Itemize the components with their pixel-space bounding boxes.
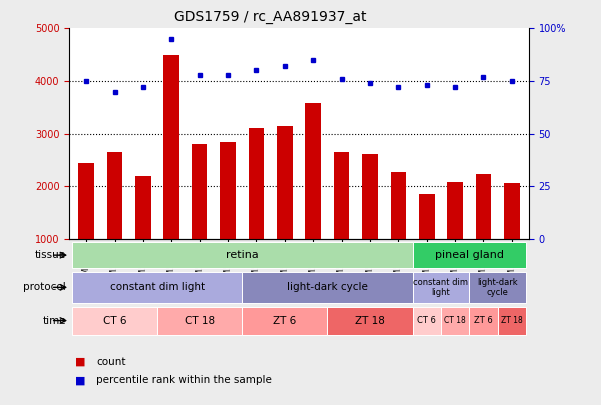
Bar [419, 194, 435, 239]
Text: ZT 18: ZT 18 [355, 315, 385, 326]
Bar [328, 307, 412, 335]
Text: count: count [96, 357, 126, 367]
Bar [135, 176, 151, 239]
Text: percentile rank within the sample: percentile rank within the sample [96, 375, 272, 385]
Text: CT 18: CT 18 [444, 316, 466, 325]
Bar [220, 141, 236, 239]
Bar [412, 271, 469, 303]
Bar [242, 271, 412, 303]
Text: ZT 18: ZT 18 [501, 316, 523, 325]
Bar [249, 128, 264, 239]
Text: CT 6: CT 6 [103, 315, 126, 326]
Text: tissue: tissue [35, 250, 66, 260]
Bar [192, 144, 207, 239]
Text: light-dark
cycle: light-dark cycle [477, 278, 518, 297]
Bar [157, 307, 242, 335]
Text: protocol: protocol [23, 282, 66, 292]
Bar [504, 183, 520, 239]
Text: time: time [43, 315, 66, 326]
Text: ■: ■ [75, 357, 85, 367]
Bar [441, 307, 469, 335]
Bar [72, 307, 157, 335]
Text: CT 6: CT 6 [417, 316, 436, 325]
Text: light-dark cycle: light-dark cycle [287, 282, 368, 292]
Text: ■: ■ [75, 375, 85, 385]
Text: GDS1759 / rc_AA891937_at: GDS1759 / rc_AA891937_at [174, 10, 367, 24]
Bar [242, 307, 328, 335]
Bar [412, 242, 526, 268]
Bar [334, 152, 349, 239]
Bar [72, 242, 412, 268]
Text: constant dim
light: constant dim light [413, 278, 468, 297]
Bar [163, 55, 179, 239]
Bar [78, 162, 94, 239]
Bar [72, 271, 242, 303]
Bar [412, 307, 441, 335]
Bar [469, 271, 526, 303]
Text: constant dim light: constant dim light [109, 282, 205, 292]
Bar [498, 307, 526, 335]
Text: pineal gland: pineal gland [435, 250, 504, 260]
Text: CT 18: CT 18 [185, 315, 215, 326]
Bar [277, 126, 293, 239]
Text: retina: retina [226, 250, 258, 260]
Bar [362, 153, 378, 239]
Bar [107, 152, 123, 239]
Bar [475, 174, 491, 239]
Bar [391, 172, 406, 239]
Text: ZT 6: ZT 6 [474, 316, 493, 325]
Text: ZT 6: ZT 6 [273, 315, 296, 326]
Bar [305, 103, 321, 239]
Bar [447, 182, 463, 239]
Bar [469, 307, 498, 335]
